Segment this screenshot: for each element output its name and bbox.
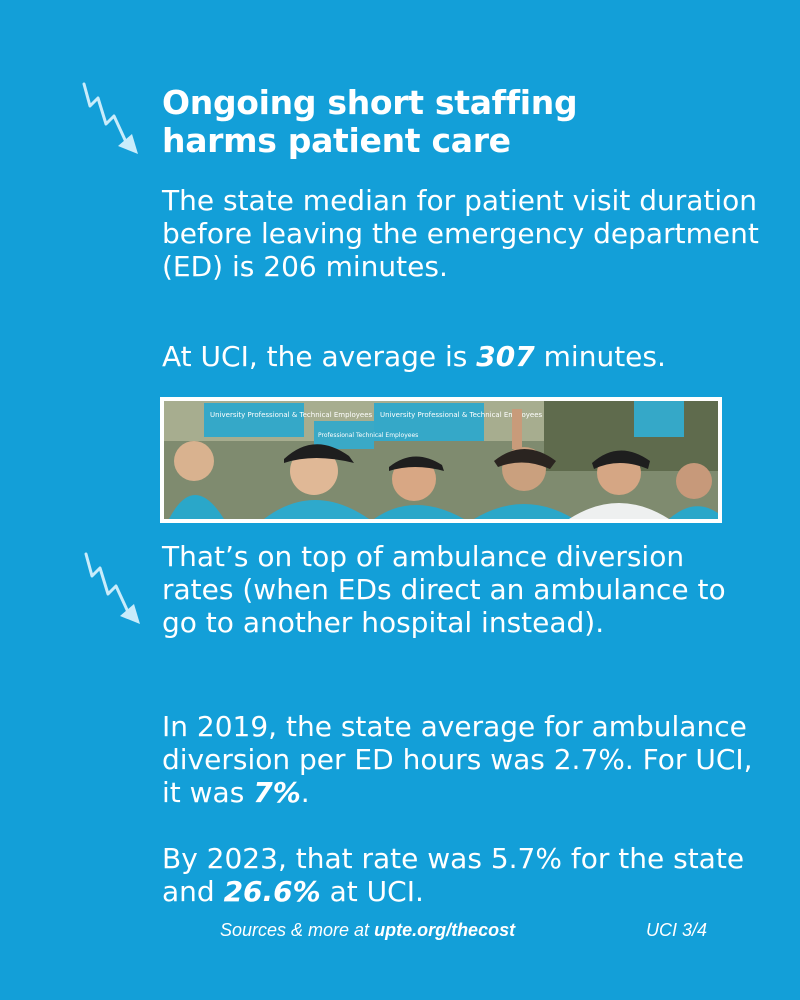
- diversion-2023-suffix: at UCI.: [320, 875, 424, 908]
- ed-median-paragraph: The state median for patient visit durat…: [162, 184, 759, 283]
- diversion-2019-uci-value: 7%: [253, 776, 301, 809]
- footer-sources: Sources & more at upte.org/thecost: [220, 920, 515, 941]
- diversion-2019-suffix: .: [300, 776, 310, 809]
- protest-photo: University Professional & Technical Empl…: [160, 397, 722, 523]
- zigzag-arrow-icon: [76, 78, 142, 156]
- footer-source-link[interactable]: upte.org/thecost: [374, 920, 516, 940]
- sign-text-2: University Professional & Technical Empl…: [380, 411, 543, 419]
- diversion-2019-prefix: In 2019, the state average for ambulance…: [162, 710, 753, 809]
- diversion-2023-uci-value: 26.6%: [223, 875, 321, 908]
- uci-average-suffix: minutes.: [534, 340, 666, 373]
- ambulance-diversion-paragraph: That’s on top of ambulance diversion rat…: [162, 540, 726, 639]
- uci-average-paragraph: At UCI, the average is 307 minutes.: [162, 340, 762, 373]
- diversion-2023-paragraph: By 2023, that rate was 5.7% for the stat…: [162, 842, 762, 908]
- heading-line-1: Ongoing short staffing: [162, 83, 578, 122]
- protest-sign: University Professional & Technical Empl…: [204, 403, 373, 437]
- zigzag-arrow-icon: [78, 548, 144, 626]
- page-indicator: UCI 3/4: [646, 920, 708, 940]
- footer-source-prefix: Sources & more at: [220, 920, 375, 940]
- heading-line-2: harms patient care: [162, 121, 511, 160]
- diversion-2019-paragraph: In 2019, the state average for ambulance…: [162, 710, 762, 809]
- protest-sign: University Professional & Technical Empl…: [374, 403, 543, 441]
- uci-average-value: 307: [476, 340, 535, 373]
- sign-text-3: Professional Technical Employees: [318, 432, 418, 439]
- uci-average-prefix: At UCI, the average is: [162, 340, 477, 373]
- sign-text-1: University Professional & Technical Empl…: [210, 411, 373, 419]
- page-heading: Ongoing short staffing harms patient car…: [162, 84, 762, 160]
- protest-sign: Professional Technical Employees: [314, 421, 418, 449]
- diversion-2023-prefix: By 2023, that rate was 5.7% for the stat…: [162, 842, 745, 908]
